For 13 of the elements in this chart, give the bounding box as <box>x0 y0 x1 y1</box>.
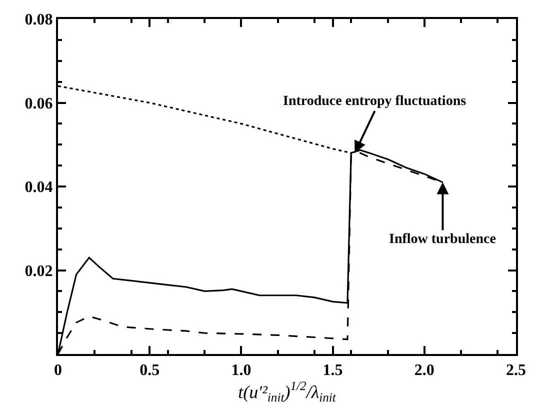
y-tick-label: 0.02 <box>24 262 53 280</box>
y-tick-label: 0.06 <box>24 95 53 112</box>
x-axis-title: t(u′²$_{init}$)$^{1/2}$/λ$_{init}$ <box>238 379 336 405</box>
annotation: Introduce entropy fluctuations <box>283 94 467 109</box>
annotation: Inflow turbulence <box>389 232 496 247</box>
x-tick-label: 0 <box>54 362 62 380</box>
x-tick-label: 1.0 <box>231 362 252 380</box>
y-tick-label: 0.04 <box>24 179 53 196</box>
x-tick-label: 2.0 <box>414 362 434 380</box>
x-tick-label: 1.5 <box>322 362 343 380</box>
y-tick-label: 0.08 <box>24 12 53 29</box>
x-tick-label: 2.5 <box>506 362 526 380</box>
x-tick-label: 0.5 <box>140 362 160 380</box>
